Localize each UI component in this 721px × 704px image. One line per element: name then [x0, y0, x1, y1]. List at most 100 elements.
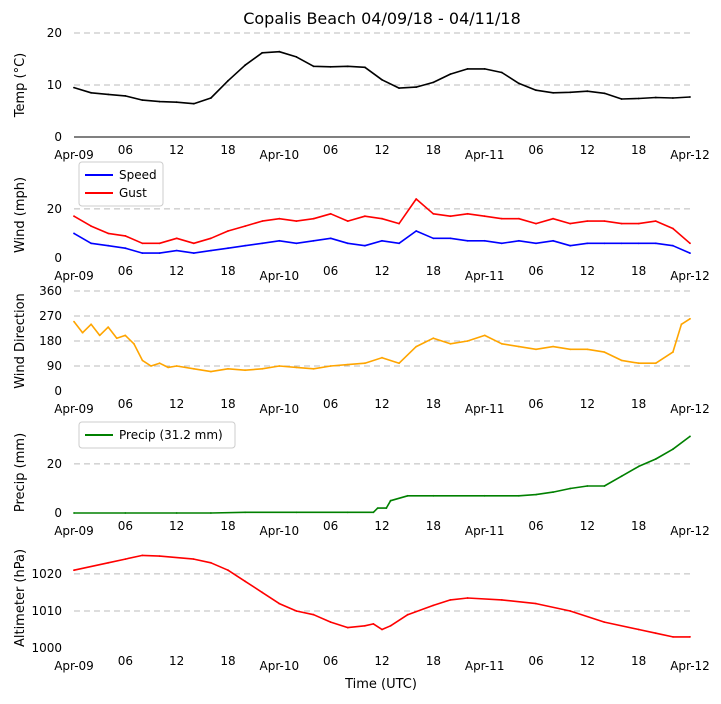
data-point-direction-0 — [346, 363, 349, 366]
data-point-direction-0 — [654, 362, 657, 365]
data-point-wind-0 — [192, 252, 195, 255]
data-point-altimeter-0 — [449, 599, 452, 601]
data-point-temp-0 — [483, 68, 486, 70]
x-tick-label-temp: 18 — [426, 143, 441, 157]
y-axis-title-temp: Temp (°C) — [13, 53, 28, 119]
data-point-direction-0 — [81, 331, 84, 334]
y-axis-title-precip: Precip (mm) — [13, 433, 28, 512]
data-point-wind-1 — [449, 215, 452, 218]
data-point-wind-1 — [620, 222, 623, 225]
data-point-temp-0 — [346, 65, 349, 68]
data-point-wind-0 — [227, 247, 229, 250]
data-point-wind-0 — [620, 242, 623, 245]
data-point-precip-0 — [124, 512, 127, 514]
data-point-direction-0 — [398, 362, 400, 365]
data-point-direction-0 — [603, 351, 606, 353]
data-point-direction-0 — [680, 323, 683, 326]
x-tick-label-temp: 12 — [169, 143, 184, 157]
data-point-precip-0 — [689, 435, 691, 438]
y-tick-label-altimeter: 1020 — [31, 567, 62, 581]
data-point-wind-0 — [398, 242, 400, 245]
data-point-direction-0 — [432, 337, 435, 340]
data-point-altimeter-0 — [672, 636, 674, 638]
data-point-temp-0 — [329, 65, 332, 68]
data-point-temp-0 — [466, 68, 469, 70]
x-tick-label-temp: 06 — [323, 143, 338, 157]
x-tick-label-wind: 18 — [220, 264, 235, 278]
x-tick-label-temp: Apr-11 — [465, 148, 505, 162]
data-point-altimeter-0 — [381, 628, 383, 631]
y-tick-label-temp: 0 — [54, 130, 62, 144]
data-point-precip-0 — [620, 475, 623, 478]
data-point-direction-0 — [210, 370, 212, 373]
data-point-wind-1 — [483, 215, 486, 218]
data-point-wind-0 — [261, 242, 264, 245]
data-point-wind-0 — [432, 237, 435, 240]
data-point-direction-0 — [141, 359, 144, 362]
data-point-direction-0 — [535, 348, 537, 351]
data-point-wind-0 — [654, 242, 657, 245]
data-point-wind-1 — [73, 215, 75, 218]
data-point-temp-0 — [449, 73, 452, 75]
data-point-direction-0 — [175, 365, 178, 367]
data-point-precip-0 — [672, 448, 674, 451]
x-tick-label-direction: 18 — [631, 397, 646, 411]
data-point-wind-1 — [312, 217, 315, 220]
x-tick-label-altimeter: 12 — [169, 654, 184, 668]
data-point-precip-0 — [372, 511, 375, 514]
x-tick-label-altimeter: 06 — [118, 654, 133, 668]
data-point-wind-0 — [346, 242, 349, 245]
data-point-direction-0 — [637, 362, 640, 365]
data-point-precip-0 — [518, 494, 520, 497]
data-point-precip-0 — [175, 512, 178, 514]
data-point-altimeter-0 — [406, 613, 409, 616]
data-point-wind-0 — [603, 242, 606, 245]
data-point-wind-0 — [415, 230, 418, 232]
y-tick-label-direction: 90 — [47, 359, 62, 373]
data-point-wind-1 — [364, 215, 366, 218]
data-point-altimeter-0 — [569, 610, 572, 612]
data-point-temp-0 — [415, 86, 418, 88]
x-tick-label-precip: 06 — [118, 519, 133, 533]
data-point-wind-1 — [603, 220, 606, 223]
data-point-temp-0 — [689, 96, 691, 98]
x-tick-label-wind: Apr-12 — [670, 269, 710, 283]
data-point-temp-0 — [381, 78, 383, 81]
data-point-wind-0 — [295, 242, 298, 245]
x-axis-title: Time (UTC) — [344, 677, 417, 692]
data-point-wind-1 — [500, 217, 503, 220]
data-point-direction-0 — [124, 334, 127, 337]
data-point-temp-0 — [637, 97, 640, 100]
data-point-direction-0 — [552, 345, 554, 348]
x-tick-label-altimeter: 18 — [220, 654, 235, 668]
x-tick-label-direction: 12 — [580, 397, 595, 411]
data-point-altimeter-0 — [432, 604, 435, 607]
x-tick-label-precip: 18 — [631, 519, 646, 533]
data-point-direction-0 — [133, 342, 135, 345]
panel-direction: 0 90 180 270 360 Apr-09 06 12 18 Apr-10 06 12 18 Apr-… — [13, 284, 710, 416]
x-tick-label-precip: Apr-12 — [670, 524, 710, 538]
x-tick-label-precip: 06 — [323, 519, 338, 533]
x-tick-label-wind: Apr-11 — [465, 269, 505, 283]
x-tick-label-wind: Apr-09 — [54, 269, 94, 283]
data-point-wind-1 — [535, 222, 537, 225]
data-point-wind-1 — [261, 220, 264, 223]
x-tick-label-altimeter: 12 — [580, 654, 595, 668]
data-point-wind-1 — [329, 212, 332, 215]
data-point-direction-0 — [620, 359, 623, 362]
x-tick-label-wind: 06 — [118, 264, 133, 278]
data-point-temp-0 — [278, 50, 281, 53]
x-tick-label-altimeter: Apr-12 — [670, 659, 710, 673]
x-tick-label-precip: 12 — [580, 519, 595, 533]
x-tick-label-precip: 12 — [374, 519, 389, 533]
x-tick-label-altimeter: 12 — [374, 654, 389, 668]
data-point-altimeter-0 — [210, 561, 212, 564]
data-point-direction-0 — [90, 323, 92, 326]
y-tick-label-temp: 20 — [47, 26, 62, 40]
data-point-precip-0 — [637, 465, 640, 468]
data-point-wind-1 — [210, 237, 212, 240]
data-point-wind-0 — [73, 232, 75, 235]
data-point-wind-1 — [637, 222, 640, 225]
data-point-temp-0 — [569, 91, 572, 94]
